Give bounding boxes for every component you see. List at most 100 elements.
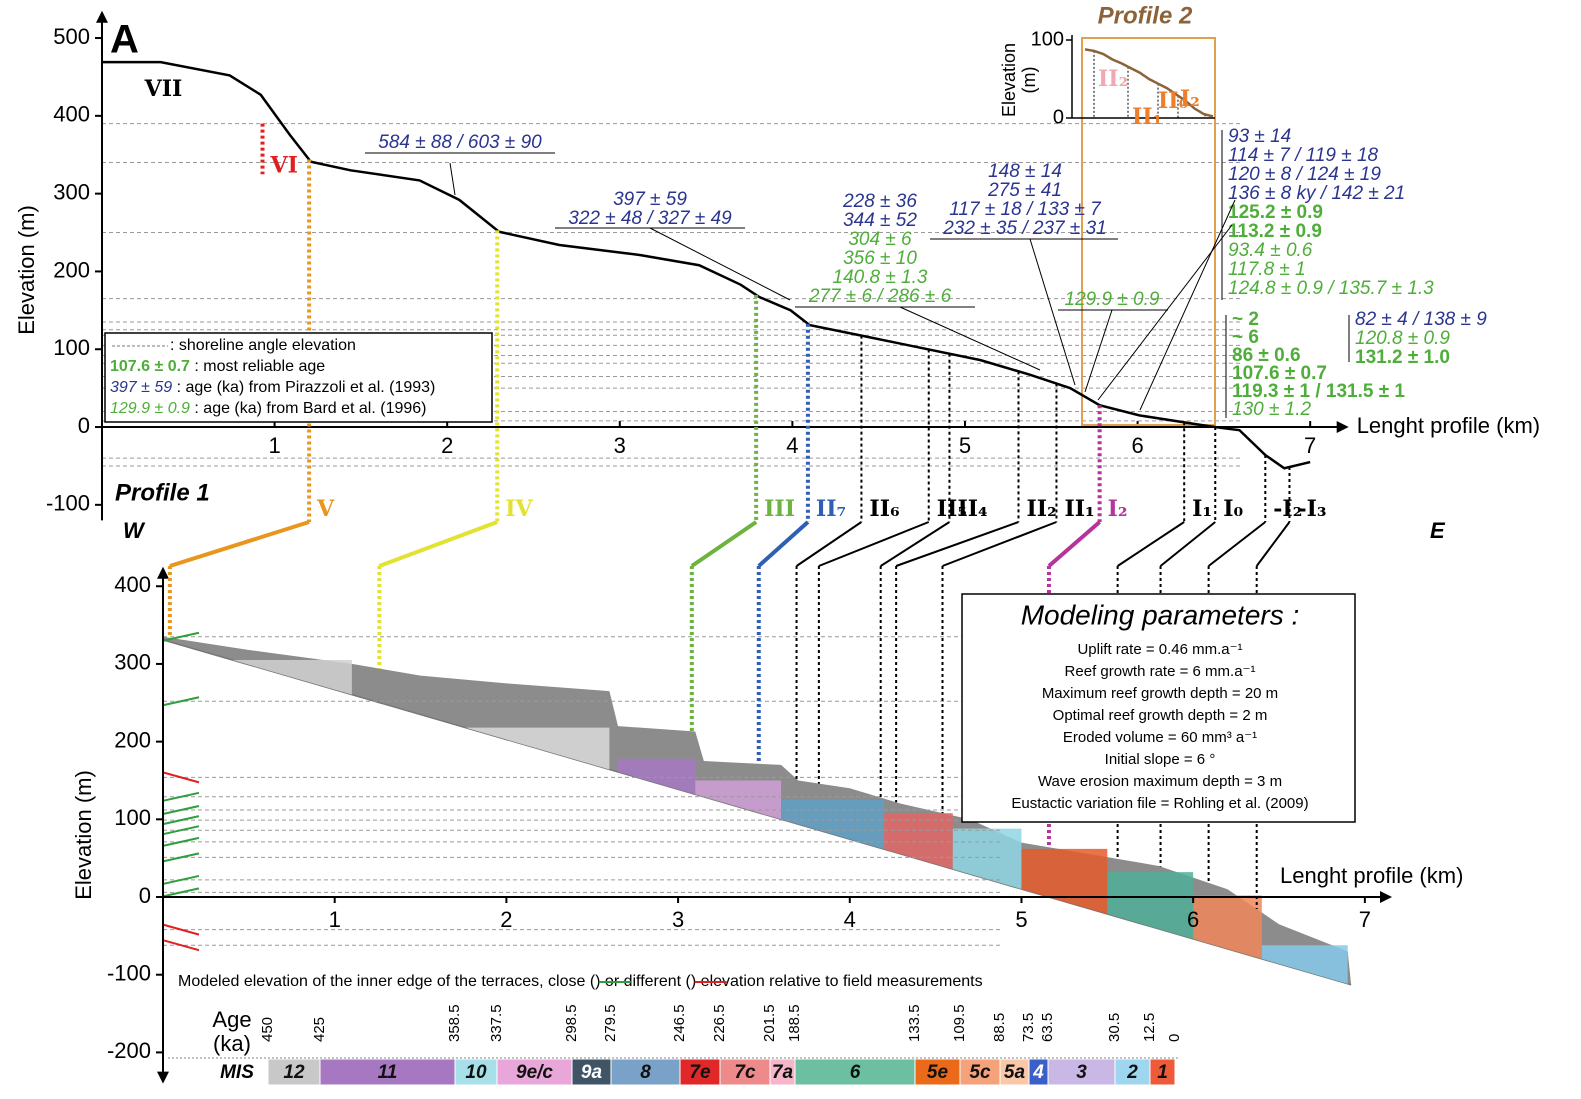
y-tick-label: 100	[114, 805, 151, 830]
axis-arrow	[157, 566, 169, 579]
terrace-label: II₆	[869, 496, 899, 522]
age-annotation: 277 ± 6 / 286 ± 6	[808, 286, 952, 307]
mis-cell	[1149, 1058, 1176, 1086]
terrace-label: -I₂	[1273, 496, 1302, 522]
age-label: 30.5	[1106, 1013, 1123, 1042]
inner-edge	[162, 887, 200, 898]
age-annotation: 113.2 ± 0.9	[1228, 221, 1322, 242]
inner-edge	[162, 815, 200, 826]
age-label: 188.5	[786, 1004, 803, 1042]
y-tick-label: 400	[53, 102, 90, 127]
mis-cell	[959, 1058, 1001, 1086]
age-label: 109.5	[951, 1004, 968, 1042]
age-annotation: 228 ± 36	[842, 191, 917, 212]
age-annotation: 397 ± 59	[613, 189, 687, 210]
y-tick-label: 300	[114, 650, 151, 675]
inset-frame	[1081, 37, 1216, 426]
modeled-patch	[781, 799, 885, 850]
y-tick-label: 200	[114, 727, 151, 752]
x-axis-title: Lenght profile (km)	[1357, 413, 1540, 438]
inner-edge	[162, 852, 200, 863]
y-tick-label: 0	[1053, 106, 1064, 128]
modeled-patch	[465, 727, 610, 770]
inner-edge	[162, 696, 200, 707]
age-annotation: 125.2 ± 0.9	[1228, 202, 1323, 223]
x-tick-label: 2	[441, 433, 453, 458]
y-tick-label: -100	[107, 961, 151, 986]
legend-box	[104, 332, 493, 423]
inset-profile	[1084, 48, 1214, 118]
legend-sample: 397 ± 59	[110, 379, 172, 396]
age-title: (ka)	[213, 1031, 251, 1056]
legend-sample: 129.9 ± 0.9	[110, 400, 190, 417]
terrace-label: I₂	[1108, 496, 1128, 522]
inset-label: I₂	[1180, 86, 1200, 112]
age-annotation: 120 ± 8 / 124 ± 19	[1228, 164, 1381, 185]
x-tick-label: 1	[268, 433, 280, 458]
terrace-connector	[880, 521, 950, 567]
axis-arrow	[96, 10, 108, 23]
inset-label: II₁	[1132, 104, 1162, 130]
age-label: 201.5	[761, 1004, 778, 1042]
legend-entry: 397 ± 59 : age (ka) from Pirazzoli et al…	[110, 379, 435, 396]
y-axis-title: Elevation (m)	[14, 205, 39, 335]
x-tick-label: 6	[1187, 907, 1199, 932]
parameter-line: Maximum reef growth depth = 20 m	[1042, 685, 1278, 702]
age-annotation: 344 ± 52	[843, 210, 917, 231]
y-tick-label: 0	[139, 883, 151, 908]
age-annotation: 356 ± 10	[843, 248, 917, 269]
terrace-label: -I₃	[1297, 496, 1326, 522]
x-tick-label: 4	[786, 433, 798, 458]
age-label: 88.5	[991, 1013, 1008, 1042]
age-annotation: 93.4 ± 0.6	[1228, 240, 1313, 261]
inset-y-title: (m)	[1019, 67, 1039, 94]
inner-edge	[162, 939, 200, 952]
axis-arrow	[1336, 421, 1349, 434]
age-annotation: 148 ± 14	[988, 161, 1062, 182]
x-tick-label: 4	[844, 907, 856, 932]
inner-edge	[162, 836, 200, 847]
terrace-label: II₅	[937, 496, 967, 522]
parameter-line: Wave erosion maximum depth = 3 m	[1038, 773, 1282, 790]
mis-label: 6	[850, 1062, 861, 1083]
age-label: 425	[311, 1017, 328, 1042]
terrace-connector	[942, 521, 1057, 567]
age-annotation: ~ 6	[1232, 327, 1259, 348]
age-label: 450	[259, 1017, 276, 1042]
parameter-line: Uplift rate = 0.46 mm.a⁻¹	[1077, 641, 1242, 658]
inset-title: Profile 2	[1098, 2, 1193, 29]
inner-edge	[162, 631, 200, 642]
legend-text: : shoreline angle elevation	[170, 337, 356, 354]
age-label: 358.5	[446, 1004, 463, 1042]
age-label: 73.5	[1020, 1013, 1037, 1042]
parameter-line: Initial slope = 6 °	[1105, 751, 1216, 768]
age-annotation: 120.8 ± 0.9	[1355, 328, 1450, 349]
legend-entry: : shoreline angle elevation	[170, 337, 356, 354]
mis-cell	[267, 1058, 321, 1086]
age-annotation: 131.2 ± 1.0	[1355, 347, 1450, 368]
y-tick-label: 100	[53, 335, 90, 360]
age-label: 337.5	[488, 1004, 505, 1042]
age-label: 226.5	[711, 1004, 728, 1042]
inset-label: II₀	[1158, 88, 1189, 114]
legend-entry: 129.9 ± 0.9 : age (ka) from Bard et al. …	[110, 400, 427, 417]
terrace-connector	[795, 521, 862, 567]
inner-edge	[162, 805, 200, 815]
age-annotation: 584 ± 88 / 603 ± 90	[378, 132, 542, 153]
modeled-patch	[1261, 945, 1348, 984]
modeled-patch	[1107, 872, 1194, 939]
terrace-connector	[690, 520, 758, 568]
terrace-label: VI	[270, 152, 298, 178]
y-tick-label: 0	[78, 413, 90, 438]
y-tick-label: 500	[53, 24, 90, 49]
mis-cell	[1114, 1058, 1151, 1086]
x-tick-label: 7	[1304, 433, 1316, 458]
mis-label: 7e	[689, 1062, 711, 1083]
age-annotation: 322 ± 48 / 327 ± 49	[568, 208, 732, 229]
age-title: Age	[212, 1007, 251, 1032]
mis-label: 9e/c	[516, 1062, 553, 1083]
terrace-label: IV	[505, 496, 533, 522]
mis-label: 1	[1157, 1062, 1168, 1083]
terrace-connector	[1255, 521, 1291, 567]
